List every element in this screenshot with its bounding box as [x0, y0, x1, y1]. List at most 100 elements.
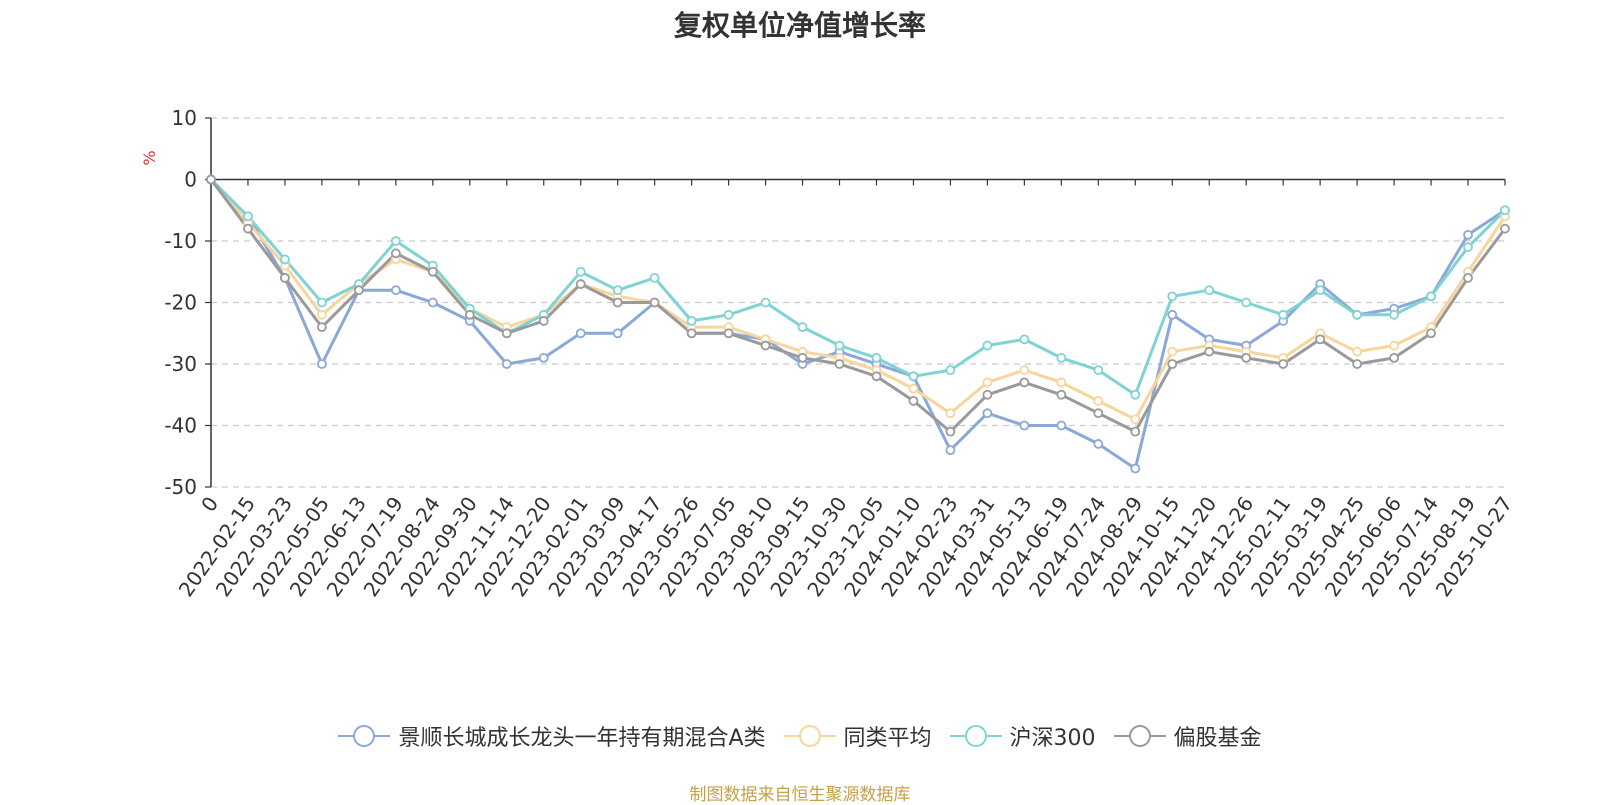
legend-swatch-fund-icon	[338, 725, 391, 747]
series-0-point-6	[427, 297, 438, 308]
series-3-point-24	[1093, 408, 1104, 419]
series-0-point-21	[982, 408, 993, 419]
legend-label-fund: 景顺长城成长龙头一年持有期混合A类	[398, 726, 766, 751]
series-0-point-25	[1130, 463, 1141, 474]
series-line-2	[209, 178, 1507, 397]
series-3-point-32	[1389, 352, 1399, 363]
legend-swatch-peer-average-icon	[783, 725, 836, 747]
legend-item-csi300[interactable]: 沪深300	[949, 720, 1096, 752]
series-3-point-33	[1426, 328, 1436, 339]
series-2-point-28	[1241, 297, 1252, 308]
series-2-point-21	[982, 340, 993, 351]
series-2-point-10	[575, 266, 586, 277]
series-1-point-19	[908, 383, 919, 394]
series-2-point-17	[834, 340, 845, 351]
series-3-point-12	[649, 297, 660, 308]
series-3-point-20	[945, 426, 956, 437]
y-axis-unit-label: %	[140, 150, 159, 165]
series-3-point-16	[797, 352, 808, 363]
y-tick-label-4: -30	[164, 352, 197, 376]
series-3-point-3	[317, 322, 327, 333]
series-1-point-24	[1093, 395, 1104, 406]
series-1-point-23	[1056, 377, 1067, 388]
series-1-point-31	[1352, 346, 1363, 357]
legend-item-peer-average[interactable]: 同类平均	[783, 720, 932, 752]
series-2-point-34	[1463, 242, 1473, 253]
series-3-point-14	[723, 328, 734, 339]
series-2-point-31	[1352, 309, 1363, 320]
series-2-point-22	[1019, 334, 1030, 345]
legend-label-peer-average: 同类平均	[843, 726, 932, 751]
series-0-point-34	[1463, 229, 1473, 240]
series-0-point-24	[1093, 439, 1104, 449]
series-3-point-7	[464, 309, 475, 320]
series-3-point-10	[575, 279, 586, 289]
series-3-point-25	[1130, 426, 1141, 437]
series-3-point-9	[538, 316, 549, 326]
series-2-point-29	[1278, 309, 1289, 320]
series-3-point-6	[427, 266, 438, 277]
series-2-point-24	[1093, 365, 1104, 376]
legend-label-csi300: 沪深300	[1009, 726, 1096, 751]
series-3-point-4	[353, 285, 364, 296]
series-1-point-20	[945, 408, 956, 419]
y-tick-label-5: -40	[164, 414, 197, 438]
series-3-point-21	[982, 389, 993, 400]
series-2-point-1	[243, 211, 253, 222]
series-2-point-15	[760, 297, 771, 308]
series-3-point-1	[243, 223, 253, 234]
series-3-point-2	[280, 272, 290, 283]
legend-item-equity-funds[interactable]: 偏股基金	[1113, 720, 1262, 752]
series-3-point-18	[871, 371, 882, 382]
series-1-point-21	[982, 377, 993, 388]
series-0-point-22	[1019, 420, 1030, 431]
legend-item-fund[interactable]: 景顺长城成长龙头一年持有期混合A类	[338, 720, 766, 752]
series-2-point-18	[871, 352, 882, 363]
legend: 景顺长城成长龙头一年持有期混合A类 同类平均 沪深300 偏股基金	[0, 720, 1600, 752]
series-1-point-3	[317, 309, 327, 320]
series-1-point-25	[1130, 414, 1141, 425]
y-tick-label-3: -20	[164, 291, 197, 315]
series-3-point-34	[1463, 272, 1473, 283]
series-2-point-32	[1389, 309, 1399, 320]
series-2-point-2	[280, 254, 290, 265]
series-2-point-3	[317, 297, 327, 308]
series-2-point-19	[908, 371, 919, 382]
series-line-3	[209, 178, 1507, 434]
series-3-point-26	[1167, 359, 1178, 369]
series-2-point-13	[686, 316, 697, 326]
series-2-point-35	[1500, 205, 1510, 216]
legend-label-equity-funds: 偏股基金	[1173, 726, 1262, 751]
y-tick-label-0: 10	[172, 106, 197, 130]
source-note: 制图数据来自恒生聚源数据库	[689, 785, 911, 805]
series-0-point-10	[575, 328, 586, 339]
series-3-point-0	[206, 174, 216, 185]
series-3-point-13	[686, 328, 697, 339]
series-3-point-30	[1315, 334, 1326, 345]
series-2-point-27	[1204, 285, 1215, 296]
series-3-point-35	[1500, 223, 1510, 234]
series-2-point-25	[1130, 389, 1141, 400]
series-1-point-22	[1019, 365, 1030, 376]
series-3-point-11	[612, 297, 623, 308]
series-3-point-17	[834, 359, 845, 369]
series-line-0	[209, 178, 1506, 471]
series-2-point-23	[1056, 352, 1067, 363]
series-1-point-32	[1389, 340, 1399, 351]
series-0-point-5	[390, 285, 401, 296]
series-0-point-20	[945, 445, 956, 456]
series-1-point-26	[1167, 346, 1178, 357]
series-3-point-23	[1056, 389, 1067, 400]
series-0-point-26	[1167, 309, 1178, 320]
series-3-point-19	[908, 395, 919, 406]
series-3-point-27	[1204, 346, 1215, 357]
series-2-point-33	[1426, 291, 1436, 302]
legend-swatch-equity-funds-icon	[1113, 725, 1166, 747]
series-0-point-9	[538, 352, 549, 363]
series-0-point-3	[317, 359, 327, 369]
series-3-point-8	[501, 328, 512, 339]
series-3-point-22	[1019, 377, 1030, 388]
series-2-point-20	[945, 365, 956, 376]
y-tick-label-1: 0	[184, 168, 197, 192]
